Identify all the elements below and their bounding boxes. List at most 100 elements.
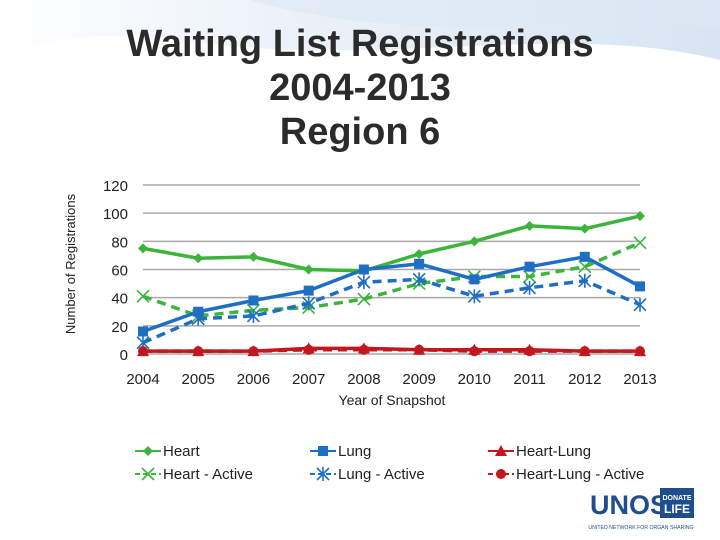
legend-item: Lung - Active (310, 466, 425, 483)
point-marker (495, 445, 507, 456)
point-marker (522, 280, 537, 295)
y-tick-label: 120 (103, 178, 128, 195)
title-line-2: 2004-2013 (269, 67, 451, 109)
point-marker (248, 295, 259, 306)
page-title: Waiting List Registrations 2004-2013 Reg… (60, 22, 660, 154)
point-marker (193, 346, 204, 357)
point-marker (633, 297, 647, 312)
series-heart-lung-active (138, 344, 645, 357)
legend-item: Lung (310, 443, 371, 460)
x-tick-label: 2007 (292, 371, 325, 388)
point-marker (316, 467, 330, 481)
series-lung (138, 251, 645, 337)
point-marker (469, 346, 480, 357)
point-marker (358, 264, 369, 275)
marker-stroke (522, 269, 537, 284)
x-tick-label: 2013 (623, 371, 656, 388)
point-marker (246, 308, 261, 323)
series-line (142, 255, 641, 334)
point-marker (193, 306, 204, 317)
legend-label: Heart-Lung - Active (516, 466, 644, 483)
point-marker (303, 285, 314, 296)
series-lung-active (136, 272, 647, 350)
y-tick-label: 60 (111, 263, 128, 280)
point-marker (191, 311, 205, 326)
badge-line-2: LIFE (664, 502, 690, 516)
point-marker (578, 273, 592, 288)
legend-item: Heart - Active (135, 466, 253, 483)
y-tick-label: 20 (111, 319, 128, 336)
series-line (142, 241, 641, 318)
title-line-3: Region 6 (279, 111, 441, 153)
point-marker (467, 289, 481, 304)
point-marker (635, 281, 645, 292)
point-marker (579, 251, 590, 262)
point-marker (524, 220, 535, 231)
point-marker (248, 251, 259, 262)
x-tick-label: 2010 (458, 371, 491, 388)
point-marker (633, 236, 647, 250)
point-marker (358, 344, 369, 355)
marker-stroke (578, 260, 592, 274)
legend-item: Heart-Lung (488, 443, 591, 460)
point-marker (522, 269, 537, 284)
point-marker (635, 210, 645, 221)
point-marker (414, 249, 425, 260)
point-marker (579, 223, 590, 234)
point-marker (136, 289, 150, 303)
y-tick-label: 100 (103, 206, 128, 223)
x-tick-label: 2004 (126, 371, 159, 388)
marker-stroke (141, 467, 155, 481)
point-marker (414, 344, 425, 355)
marker-stroke (357, 292, 371, 306)
y-tick-label: 40 (111, 291, 128, 308)
point-marker (469, 274, 480, 285)
point-marker (248, 346, 259, 357)
series-line (142, 277, 641, 345)
point-marker (303, 264, 314, 275)
logo-brand-text: UNOS (590, 490, 668, 520)
y-axis-title: Number of Registrations (63, 193, 78, 334)
y-tick-label: 0 (120, 347, 128, 364)
title-line-1: Waiting List Registrations (126, 23, 594, 65)
point-marker (578, 260, 592, 274)
legend-label: Lung (338, 443, 371, 460)
donate-life-badge (660, 488, 694, 518)
point-marker (524, 346, 535, 357)
legend-label: Lung - Active (338, 466, 425, 483)
y-tick-label: 80 (111, 234, 128, 251)
x-tick-label: 2005 (182, 371, 215, 388)
point-marker (193, 253, 204, 264)
x-tick-label: 2006 (237, 371, 270, 388)
point-marker (143, 446, 153, 456)
series-line (143, 348, 640, 353)
marker-stroke (633, 236, 647, 250)
point-marker (414, 258, 425, 269)
point-marker (318, 446, 328, 456)
point-marker (579, 346, 590, 357)
point-marker (635, 346, 645, 357)
marker-stroke (136, 289, 150, 303)
point-marker (303, 344, 314, 355)
point-marker (496, 469, 506, 479)
unos-logo: UNOS DONATE LIFE UNITED NETWORK FOR ORGA… (588, 488, 694, 531)
series-line (142, 214, 641, 273)
point-marker (302, 296, 316, 311)
x-tick-label: 2008 (347, 371, 380, 388)
legend-item: Heart-Lung - Active (488, 466, 644, 483)
legend-label: Heart-Lung (516, 443, 591, 460)
x-axis-title: Year of Snapshot (339, 392, 446, 408)
point-marker (138, 326, 148, 337)
legend-label: Heart (163, 443, 201, 460)
point-marker (138, 243, 148, 254)
point-marker (357, 275, 371, 290)
x-tick-label: 2012 (568, 371, 601, 388)
legend-item: Heart (135, 443, 201, 460)
point-marker (141, 467, 155, 481)
legend-label: Heart - Active (163, 466, 253, 483)
point-marker (524, 261, 535, 272)
badge-line-1: DONATE (662, 495, 691, 502)
logo-tagline: UNITED NETWORK FOR ORGAN SHARING (588, 525, 693, 531)
